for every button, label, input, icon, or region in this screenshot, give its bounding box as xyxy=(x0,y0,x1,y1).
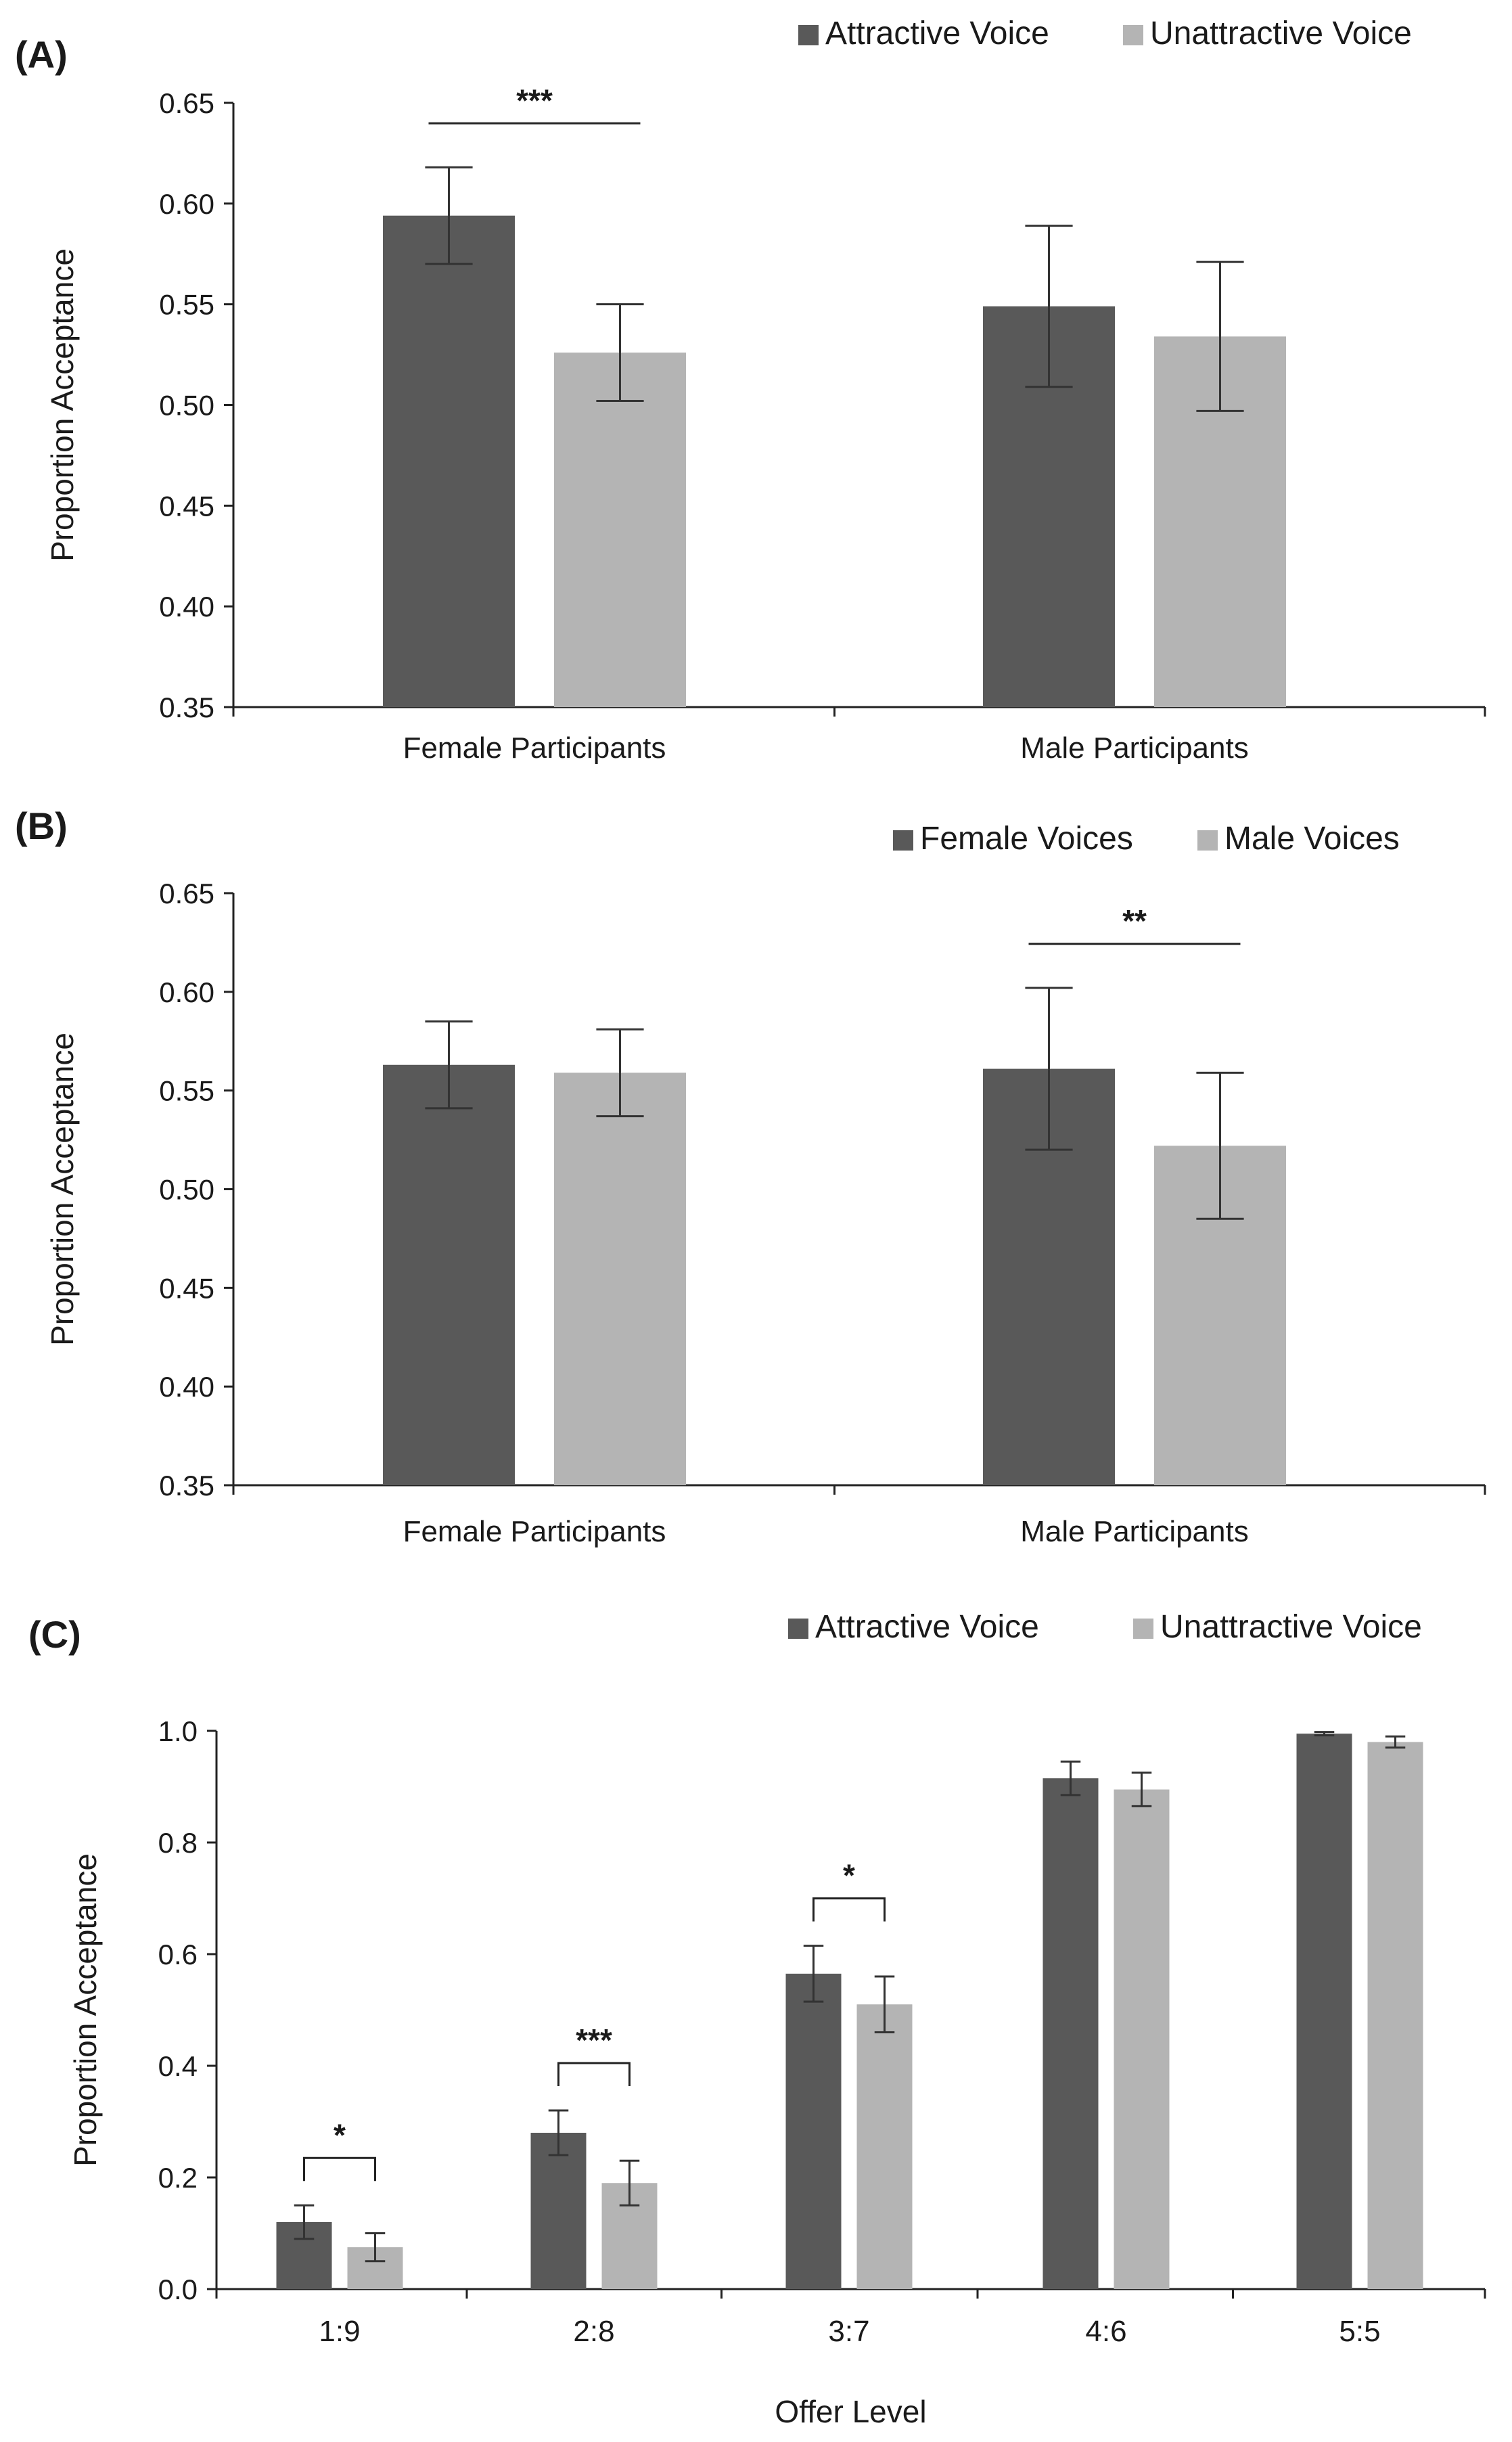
y-tick-label: 0.45 xyxy=(159,1272,214,1304)
y-axis-label: Proportion Acceptance xyxy=(45,1033,80,1346)
category-label: 3:7 xyxy=(828,2315,869,2348)
category-label: Female Participants xyxy=(403,1515,666,1548)
legend-swatch xyxy=(1197,830,1218,851)
error-bar xyxy=(1060,1760,1081,1796)
y-tick-label: 0.65 xyxy=(159,87,214,119)
error-bar xyxy=(874,1975,895,2033)
legend-label: Unattractive Voice xyxy=(1160,1609,1422,1645)
y-axis-label: Proportion Acceptance xyxy=(68,1853,103,2167)
legend-swatch xyxy=(788,1619,808,1639)
x-axis-label: Offer Level xyxy=(775,2394,926,2429)
y-tick-label: 0.55 xyxy=(159,1075,214,1107)
bar-series-a xyxy=(383,215,515,707)
bar-series-b xyxy=(554,353,686,707)
error-bar xyxy=(1025,225,1073,388)
y-tick-label: 0.8 xyxy=(158,1827,198,1859)
legend-swatch xyxy=(1123,25,1143,45)
error-bar xyxy=(294,2204,315,2240)
category-label: 4:6 xyxy=(1085,2315,1126,2348)
error-bar xyxy=(365,2232,386,2263)
panel-label: (A) xyxy=(15,33,68,76)
significance-label: * xyxy=(843,1858,855,1893)
y-tick-label: 0.65 xyxy=(159,878,214,909)
bar-series-a xyxy=(530,2133,587,2289)
legend-label: Attractive Voice xyxy=(815,1609,1039,1645)
panel-label: (B) xyxy=(15,805,68,847)
y-axis-label: Proportion Acceptance xyxy=(45,248,80,562)
y-tick-label: 1.0 xyxy=(158,1715,198,1747)
error-bar xyxy=(425,166,473,265)
category-label: 2:8 xyxy=(573,2315,614,2348)
y-tick-label: 0.50 xyxy=(159,1174,214,1206)
y-tick-label: 0.60 xyxy=(159,188,214,220)
bar-series-a xyxy=(1296,1734,1352,2289)
y-tick-label: 0.45 xyxy=(159,490,214,522)
legend-label: Unattractive Voice xyxy=(1150,16,1412,51)
y-tick-label: 0.55 xyxy=(159,289,214,321)
legend-label: Male Voices xyxy=(1224,821,1400,857)
error-bar xyxy=(1314,1731,1335,1737)
category-label: Male Participants xyxy=(1020,1515,1248,1548)
error-bar xyxy=(596,303,644,403)
legend-swatch xyxy=(1133,1619,1153,1639)
error-bar xyxy=(1385,1735,1406,1749)
error-bar xyxy=(548,2109,569,2156)
significance-label: *** xyxy=(576,2022,612,2058)
error-bar xyxy=(1025,987,1073,1151)
bar-series-a xyxy=(383,1064,515,1485)
legend-swatch xyxy=(798,25,819,45)
error-bar xyxy=(1196,261,1244,412)
significance-label: ** xyxy=(1122,903,1147,939)
y-tick-label: 0.60 xyxy=(159,976,214,1008)
bar-series-b xyxy=(1114,1789,1170,2289)
category-label: 5:5 xyxy=(1339,2315,1380,2348)
error-bar xyxy=(803,1945,824,2003)
error-bar xyxy=(596,1028,644,1118)
category-label: Female Participants xyxy=(403,731,666,765)
bar-series-a xyxy=(785,1973,842,2289)
bar-series-b xyxy=(554,1072,686,1485)
bar-series-a xyxy=(1043,1778,1099,2289)
significance-marker xyxy=(812,1897,886,1922)
legend-label: Attractive Voice xyxy=(825,16,1049,51)
y-tick-label: 0.35 xyxy=(159,1470,214,1501)
legend-swatch xyxy=(893,830,913,851)
y-tick-label: 0.40 xyxy=(159,1371,214,1403)
significance-label: *** xyxy=(516,83,553,118)
bar-series-b xyxy=(1367,1742,1423,2289)
y-tick-label: 0.40 xyxy=(159,591,214,623)
error-bar xyxy=(425,1020,473,1110)
y-tick-label: 0.2 xyxy=(158,2162,198,2194)
error-bar xyxy=(619,2159,640,2207)
error-bar xyxy=(1131,1771,1152,1807)
bar-series-b xyxy=(856,2004,913,2289)
legend-label: Female Voices xyxy=(920,821,1133,857)
y-tick-label: 0.6 xyxy=(158,1939,198,1970)
error-bar xyxy=(1196,1071,1244,1220)
significance-marker xyxy=(557,2062,631,2086)
category-label: Male Participants xyxy=(1020,731,1248,765)
y-tick-label: 0.50 xyxy=(159,390,214,422)
y-tick-label: 0.0 xyxy=(158,2274,198,2305)
category-label: 1:9 xyxy=(319,2315,360,2348)
significance-marker xyxy=(303,2156,376,2181)
y-tick-label: 0.35 xyxy=(159,692,214,723)
panel-label: (C) xyxy=(28,1613,81,1656)
y-tick-label: 0.4 xyxy=(158,2050,198,2082)
significance-label: * xyxy=(334,2117,346,2152)
